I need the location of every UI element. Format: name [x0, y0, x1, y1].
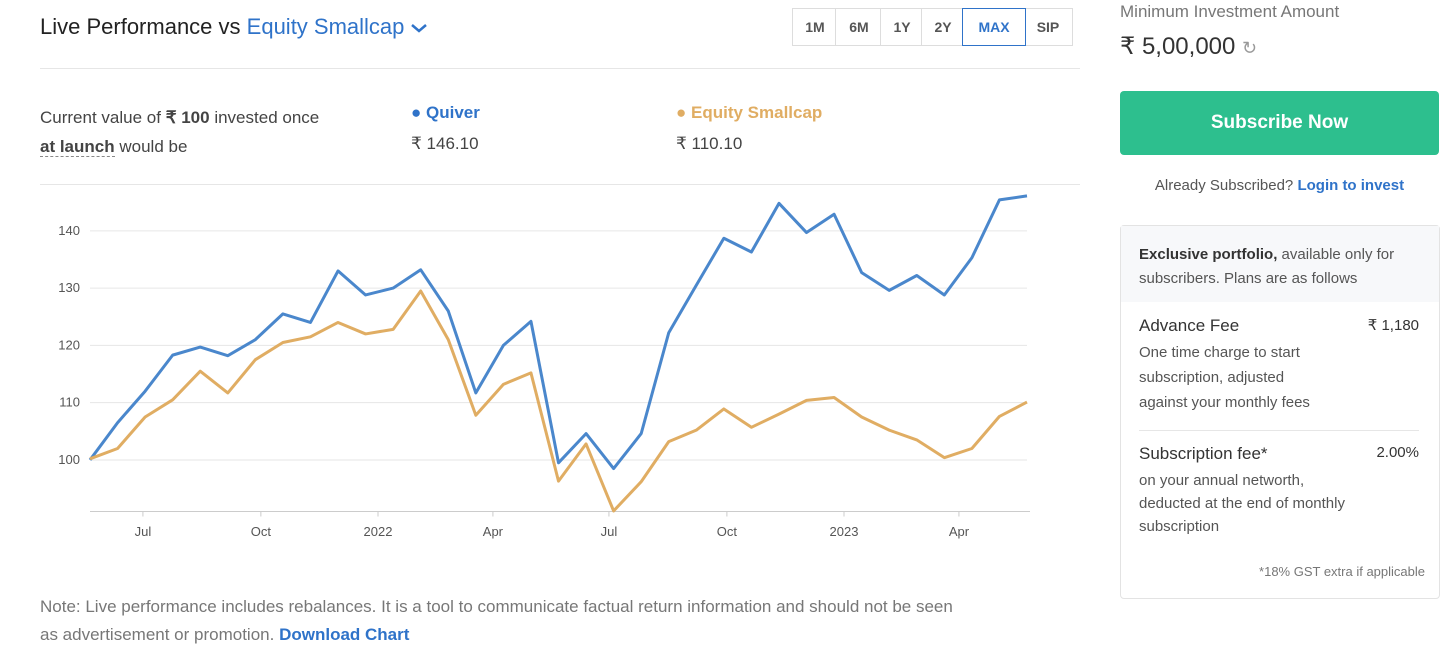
quiver-value: ₹ 146.10	[411, 134, 479, 153]
fee-amount: ₹ 1,180	[1367, 317, 1419, 334]
x-tick-label: Oct	[717, 524, 738, 539]
fee-desc: on your annual networth,	[1139, 472, 1305, 489]
divider	[40, 68, 1080, 69]
y-tick-label: 110	[59, 395, 80, 410]
amount: ₹ 100	[165, 108, 210, 127]
launch: at launch	[40, 137, 115, 157]
min-amount: ₹ 5,00,000	[1120, 33, 1236, 60]
y-tick-label: 100	[58, 452, 80, 467]
legend-label: Equity Smallcap	[691, 103, 823, 122]
title: Live Performance vs Equity Smallcap	[40, 14, 428, 40]
x-tick-label: Jul	[601, 524, 618, 539]
title-text: Live Performance vs	[40, 14, 241, 39]
series-line	[89, 289, 1028, 513]
x-tick-label: 2022	[364, 524, 393, 539]
download-link[interactable]: Download Chart	[279, 625, 410, 644]
legend-item: ● Equity Smallcap	[676, 103, 823, 122]
series-line	[88, 194, 1028, 471]
fee-amount: 2.00%	[1376, 444, 1419, 461]
divider	[1139, 430, 1419, 431]
range-button[interactable]: 1Y	[880, 8, 924, 46]
benchmark-select[interactable]: Equity Smallcap	[246, 14, 405, 39]
gst-note: *18% GST extra if applicable	[1259, 564, 1425, 579]
text: Current value of	[40, 108, 161, 127]
chart: 100 110 120 130 140 Jul Oct 2022 Apr Jul Oct 2023 Ap…	[58, 194, 1030, 539]
x-tick-label: 2023	[830, 524, 859, 539]
fee-name: Subscription fee*	[1139, 444, 1268, 463]
x-tick-label: Apr	[483, 524, 504, 539]
plans-card: Exclusive portfolio, available only for s…	[1120, 225, 1440, 599]
fee-desc: subscription, adjusted	[1139, 369, 1285, 386]
y-tick-label: 120	[58, 337, 80, 352]
chevron	[411, 24, 428, 33]
note-text: Note: Live performance includes rebalanc…	[40, 597, 953, 616]
y-tick-label: 140	[58, 223, 80, 238]
login-link[interactable]: Login to invest	[1297, 177, 1405, 194]
min-value: ₹ 5,00,000 ↻	[1120, 33, 1258, 60]
text: would be	[119, 137, 188, 156]
fee-desc: subscription	[1139, 518, 1220, 535]
text: subscribers. Plans are as follows	[1139, 270, 1358, 287]
fee-desc: against your monthly fees	[1139, 394, 1310, 411]
range-button[interactable]: SIP	[1023, 8, 1073, 46]
range-button[interactable]: 2Y	[921, 8, 965, 46]
min-label: Minimum Investment Amount	[1120, 2, 1340, 21]
text: Already Subscribed?	[1154, 177, 1294, 194]
note: Note: Live performance includes rebalanc…	[40, 593, 953, 649]
login-row: Already Subscribed? Login to invest	[1120, 177, 1439, 194]
divider	[40, 184, 1080, 185]
x-tick-label: Apr	[949, 524, 970, 539]
x-tick-label: Oct	[251, 524, 272, 539]
fee-name: Advance Fee	[1139, 316, 1240, 335]
legend-label: Quiver	[426, 103, 480, 122]
range-button[interactable]: MAX	[962, 8, 1026, 46]
range-button[interactable]: 1M	[792, 8, 838, 46]
note-text: as advertisement or promotion.	[40, 625, 275, 644]
text: invested once	[214, 108, 320, 127]
y-tick-label: 130	[58, 280, 80, 295]
fee-desc: deducted at the end of monthly	[1139, 495, 1345, 512]
plans-intro: Exclusive portfolio, available only for s…	[1121, 226, 1439, 302]
legend-item: ● Quiver	[411, 103, 480, 122]
x-tick-label: Jul	[135, 524, 152, 539]
fee-desc: One time charge to start	[1139, 344, 1300, 361]
text: Exclusive portfolio,	[1139, 246, 1278, 263]
text: available only for	[1281, 246, 1395, 263]
summary-text: Current value of ₹ 100 invested once at …	[40, 103, 319, 161]
benchmark-value: ₹ 110.10	[676, 134, 743, 153]
subscribe-button[interactable]: Subscribe Now	[1120, 91, 1439, 155]
